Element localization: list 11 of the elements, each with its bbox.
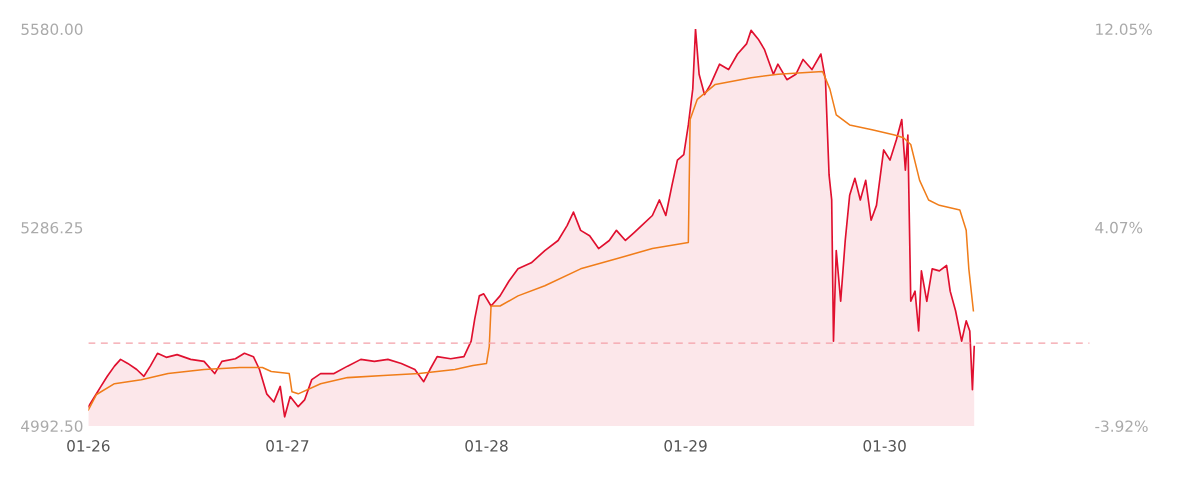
y-tick-label: 5580.00 <box>21 23 83 36</box>
y-tick-label: 5286.25 <box>21 221 83 234</box>
y2-tick-label: 4.07% <box>1095 221 1143 234</box>
x-tick-label: 01-27 <box>266 440 309 452</box>
x-tick-label: 01-26 <box>67 440 110 452</box>
x-tick-label: 01-28 <box>465 440 508 452</box>
x-tick-label: 01-29 <box>664 440 707 452</box>
x-tick-label: 01-30 <box>863 440 906 452</box>
y2-tick-label: 12.05% <box>1096 23 1152 36</box>
y2-tick-label: -3.92% <box>1095 420 1148 432</box>
y-tick-label: 4992.50 <box>21 420 83 432</box>
